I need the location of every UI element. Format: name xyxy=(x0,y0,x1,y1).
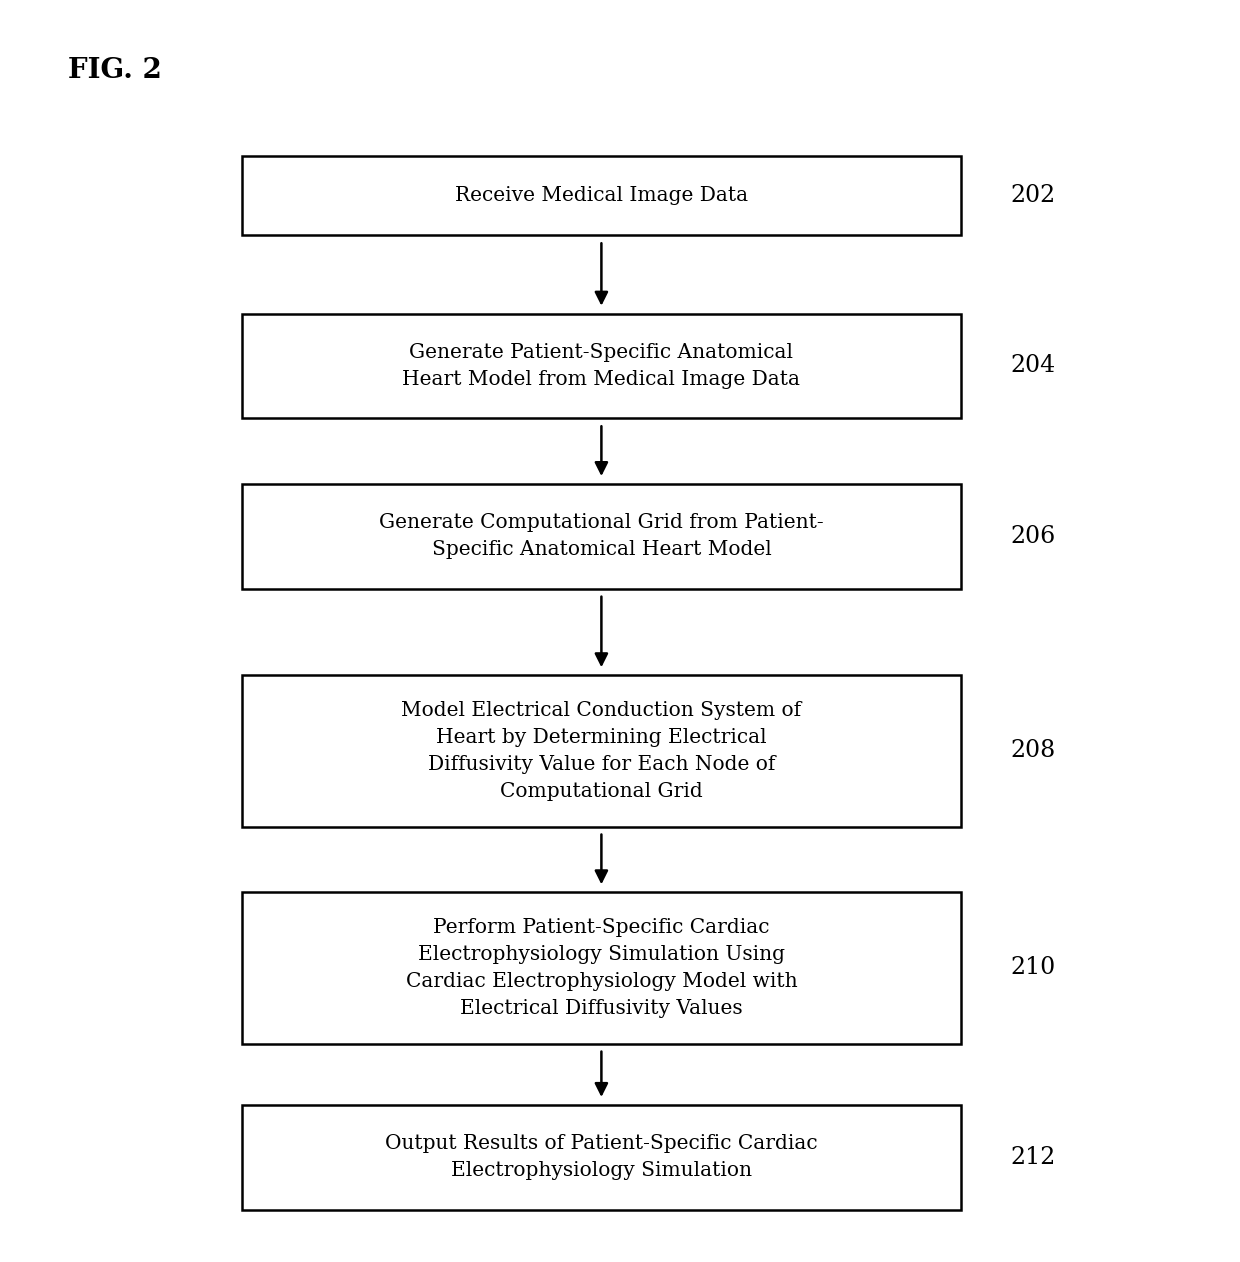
Text: 202: 202 xyxy=(1011,184,1055,207)
Text: 204: 204 xyxy=(1011,355,1055,377)
Text: Generate Computational Grid from Patient-
Specific Anatomical Heart Model: Generate Computational Grid from Patient… xyxy=(379,514,823,559)
Bar xyxy=(242,1106,961,1209)
Text: 210: 210 xyxy=(1011,957,1055,979)
Text: Output Results of Patient-Specific Cardiac
Electrophysiology Simulation: Output Results of Patient-Specific Cardi… xyxy=(386,1135,817,1180)
Text: Perform Patient-Specific Cardiac
Electrophysiology Simulation Using
Cardiac Elec: Perform Patient-Specific Cardiac Electro… xyxy=(405,917,797,1018)
Bar xyxy=(242,892,961,1044)
Text: 208: 208 xyxy=(1011,740,1055,762)
Text: FIG. 2: FIG. 2 xyxy=(68,57,162,83)
Bar xyxy=(242,675,961,827)
Text: 212: 212 xyxy=(1011,1146,1056,1169)
Bar xyxy=(242,155,961,235)
Text: 206: 206 xyxy=(1011,525,1055,548)
Text: Receive Medical Image Data: Receive Medical Image Data xyxy=(455,186,748,206)
Bar xyxy=(242,485,961,588)
Text: Generate Patient-Specific Anatomical
Heart Model from Medical Image Data: Generate Patient-Specific Anatomical Hea… xyxy=(403,343,800,389)
Bar xyxy=(242,314,961,419)
Text: Model Electrical Conduction System of
Heart by Determining Electrical
Diffusivit: Model Electrical Conduction System of He… xyxy=(402,700,801,801)
